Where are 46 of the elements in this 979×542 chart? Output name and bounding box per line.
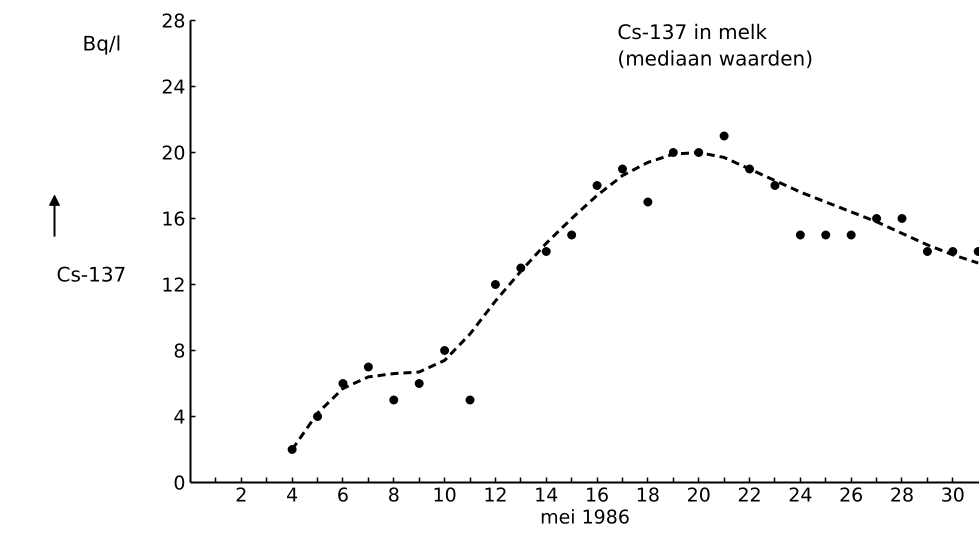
point bbox=[770, 181, 780, 190]
y-tick-label: 8 bbox=[173, 340, 186, 362]
point bbox=[364, 362, 373, 372]
x-tick-label: 30 bbox=[940, 484, 965, 506]
y-tick-label: 24 bbox=[161, 76, 186, 98]
x-tick-label: 6 bbox=[336, 484, 350, 506]
y-tick-label: 12 bbox=[161, 274, 186, 296]
y-tick-label: 0 bbox=[173, 472, 186, 494]
point bbox=[490, 280, 500, 289]
point bbox=[542, 247, 551, 256]
x-tick-label: 18 bbox=[636, 484, 660, 506]
x-axis-title: mei 1986 bbox=[540, 506, 630, 528]
point bbox=[389, 396, 398, 404]
y-tick-label: 16 bbox=[161, 208, 186, 230]
x-tick-label: 24 bbox=[788, 484, 812, 506]
point bbox=[466, 396, 475, 404]
y-axis-title: Cs-137 bbox=[56, 262, 126, 287]
text: Cs-137 in melk (mediaan waarden) bbox=[617, 20, 814, 70]
x-tick-label: 2 bbox=[235, 484, 248, 506]
point bbox=[898, 214, 906, 223]
point bbox=[414, 379, 424, 388]
x-tick-label: 26 bbox=[839, 484, 864, 506]
y-tick-label: 28 bbox=[161, 10, 186, 32]
point bbox=[440, 346, 450, 355]
point bbox=[338, 379, 348, 388]
x-tick-label: 4 bbox=[286, 484, 298, 506]
x-tick-label: 10 bbox=[432, 484, 457, 506]
x-tick-label: 14 bbox=[534, 484, 558, 506]
point bbox=[796, 230, 805, 240]
y-tick-label: 4 bbox=[173, 406, 186, 428]
point bbox=[592, 181, 602, 190]
text: Bq/l bbox=[82, 32, 122, 56]
y-tick-label: 20 bbox=[161, 142, 186, 164]
x-tick-label: 22 bbox=[737, 484, 762, 506]
point bbox=[618, 164, 627, 174]
x-tick-label: 28 bbox=[890, 484, 914, 506]
point bbox=[821, 230, 830, 240]
point bbox=[643, 198, 652, 206]
point bbox=[720, 132, 729, 140]
point bbox=[567, 230, 576, 240]
x-tick-label: 20 bbox=[686, 484, 711, 506]
point bbox=[846, 230, 856, 240]
point bbox=[922, 247, 932, 256]
x-tick-label: 12 bbox=[483, 484, 508, 506]
x-tick-label: 16 bbox=[584, 484, 610, 506]
x-tick-label: 8 bbox=[388, 484, 400, 506]
